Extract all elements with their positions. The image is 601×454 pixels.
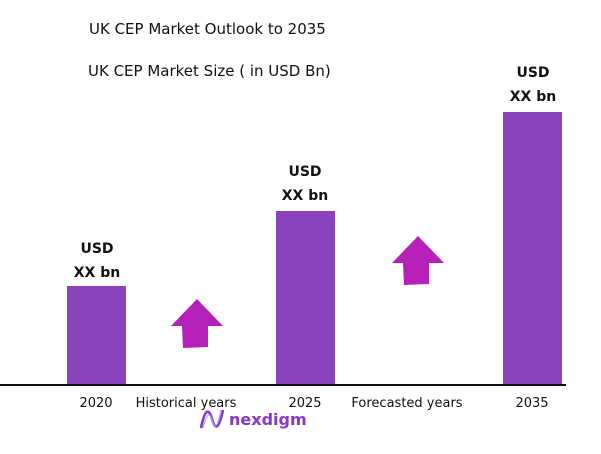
data-label-line2: XX bn xyxy=(509,89,557,105)
x-tick-2035: 2035 xyxy=(515,396,549,411)
data-label-2035: USD XX bn xyxy=(483,61,583,109)
bar-2020 xyxy=(67,286,126,385)
annotation-forecasted-years: Forecasted years xyxy=(351,396,463,411)
bar-2035 xyxy=(503,112,562,385)
x-tick-2025: 2025 xyxy=(288,396,322,411)
bar-2025 xyxy=(276,211,335,385)
nexdigm-logo: nexdigm xyxy=(199,406,307,432)
data-label-line1: USD xyxy=(80,241,114,257)
chart-title: UK CEP Market Outlook to 2035 xyxy=(89,20,326,38)
up-arrow-icon xyxy=(392,236,444,285)
x-axis-line xyxy=(0,384,566,386)
up-arrow-icon xyxy=(171,299,223,348)
annotation-historical-years: Historical years xyxy=(135,396,237,411)
data-label-line1: USD xyxy=(288,164,322,180)
data-label-2025: USD XX bn xyxy=(255,160,355,208)
nexdigm-logo-icon xyxy=(199,409,225,429)
data-label-line1: USD xyxy=(516,65,550,81)
data-label-2020: USD XX bn xyxy=(47,237,147,285)
data-label-line2: XX bn xyxy=(281,188,329,204)
chart-subtitle: UK CEP Market Size ( in USD Bn) xyxy=(88,62,331,80)
x-tick-2020: 2020 xyxy=(79,396,113,411)
data-label-line2: XX bn xyxy=(73,265,121,281)
nexdigm-logo-text: nexdigm xyxy=(229,409,307,429)
